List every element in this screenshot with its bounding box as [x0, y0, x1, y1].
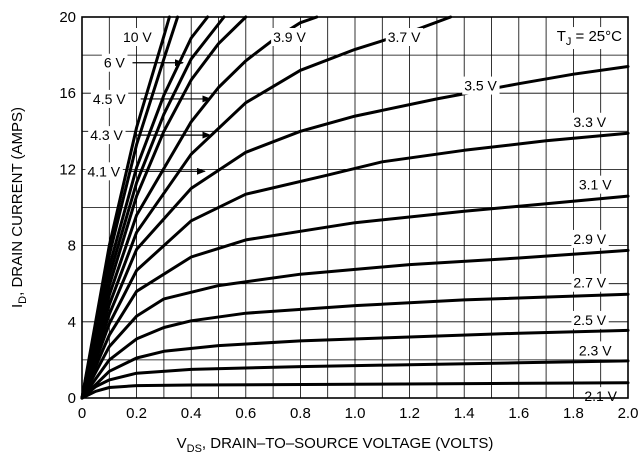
y-axis-label: ID, DRAIN CURRENT (AMPS) — [9, 107, 29, 308]
x-tick-label: 2.0 — [618, 405, 639, 422]
curve-vgs — [80, 65, 630, 400]
curve-label-background — [576, 175, 615, 194]
x-tick-label: 1.6 — [508, 405, 529, 422]
curve-vgs — [80, 194, 630, 400]
curve-label-background — [576, 341, 615, 360]
plot-frame — [81, 16, 629, 399]
curve-label: 2.7 V — [573, 275, 606, 291]
curve-label: 4.1 V — [87, 163, 120, 179]
y-tick-label: 8 — [68, 238, 76, 255]
curve-vgs — [80, 15, 248, 400]
curve-label: 6 V — [104, 55, 126, 71]
curve-label-background — [571, 273, 609, 292]
curve-label: 3.9 V — [273, 29, 306, 45]
x-tick-label: 1.0 — [345, 405, 366, 422]
curve-label: 2.5 V — [573, 312, 606, 328]
curve-label-background — [571, 112, 609, 131]
curve-label-background — [90, 89, 129, 108]
y-tick-label: 16 — [59, 85, 76, 102]
gridlines — [82, 17, 628, 398]
curve-label-background — [385, 28, 424, 47]
x-tick-label: 0.4 — [181, 405, 202, 422]
curve-vgs — [80, 15, 171, 400]
y-tick-label: 12 — [59, 161, 76, 178]
curve-label: 2.3 V — [579, 342, 612, 358]
curve-vgs — [80, 248, 630, 400]
curve-label: 4.3 V — [90, 127, 123, 143]
curve-label: 2.9 V — [573, 231, 606, 247]
y-tick-label: 20 — [59, 9, 76, 26]
curve-vgs — [80, 15, 210, 400]
curve-label-background — [120, 28, 155, 47]
curve-label: 3.5 V — [464, 78, 497, 94]
curve-label: 2.1 V — [584, 388, 617, 404]
curve-label: 3.3 V — [573, 114, 606, 130]
curve-vgs — [80, 15, 226, 400]
curve-vgs — [80, 381, 630, 400]
tick-labels: 0 0.2 0.4 0.6 0.8 1.0 1.2 1.4 1.6 1.8 2.0 0 4 8 12 16 20 — [59, 9, 638, 422]
temperature-annotation-background — [553, 27, 626, 50]
curve-label-background — [88, 126, 126, 145]
x-axis-label: VDS, DRAIN–TO–SOURCE VOLTAGE (VOLTS) — [177, 435, 494, 455]
curve-label-background — [582, 387, 620, 406]
curve-vgs — [80, 131, 630, 400]
curve-vgs — [80, 359, 630, 400]
x-tick-label: 1.2 — [399, 405, 420, 422]
y-tick-label: 0 — [68, 390, 76, 407]
curve-vgs — [80, 292, 630, 400]
curve-label: 3.7 V — [388, 29, 421, 45]
y-tick-label: 4 — [68, 314, 76, 331]
curve-label-background — [85, 162, 123, 181]
x-tick-label: 0.8 — [290, 405, 311, 422]
curve-labels: 2.1 V 2.3 V 2.5 V 2.7 V 2.9 V 3.1 V 3.3 V 3.5 V… — [85, 28, 620, 406]
curve-label-background — [271, 28, 309, 47]
x-tick-label: 0.6 — [235, 405, 256, 422]
curve-label-background — [571, 310, 609, 329]
curve-label: 3.1 V — [579, 177, 612, 193]
curve-label: 10 V — [123, 29, 152, 45]
curve-label-background — [462, 76, 500, 95]
x-tick-label: 1.4 — [454, 405, 475, 422]
curve-label: 4.5 V — [93, 91, 126, 107]
x-tick-label: 0.2 — [126, 405, 147, 422]
curve-vgs — [80, 328, 630, 400]
temperature-annotation: TJ = 25°C — [557, 28, 622, 48]
curve-label-background — [101, 53, 128, 72]
x-tick-label: 0 — [78, 405, 86, 422]
x-tick-label: 1.8 — [563, 405, 584, 422]
curve-label-background — [571, 229, 609, 248]
